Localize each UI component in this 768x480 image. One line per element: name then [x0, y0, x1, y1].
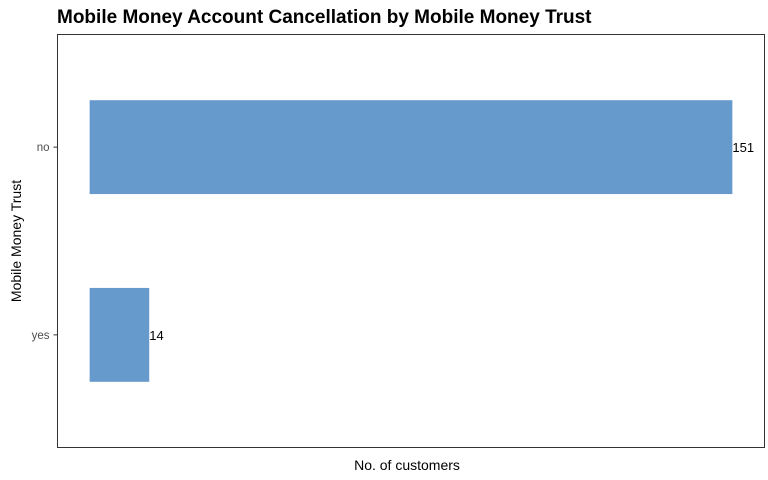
plot-panel — [57, 34, 765, 448]
bar-yes — [89, 287, 150, 382]
data-label-yes: 14 — [149, 328, 163, 343]
x-axis-title: No. of customers — [354, 457, 460, 473]
bar-no — [89, 100, 733, 195]
data-labels-group: 151 14 — [149, 140, 754, 343]
y-axis-title: Mobile Money Trust — [8, 180, 24, 302]
y-ticks-group: no yes — [32, 142, 58, 342]
y-tick-label-yes: yes — [32, 330, 50, 342]
bars-group — [89, 100, 733, 382]
chart-title: Mobile Money Account Cancellation by Mob… — [57, 7, 592, 28]
data-label-no: 151 — [732, 140, 754, 155]
y-tick-label-no: no — [37, 142, 50, 154]
